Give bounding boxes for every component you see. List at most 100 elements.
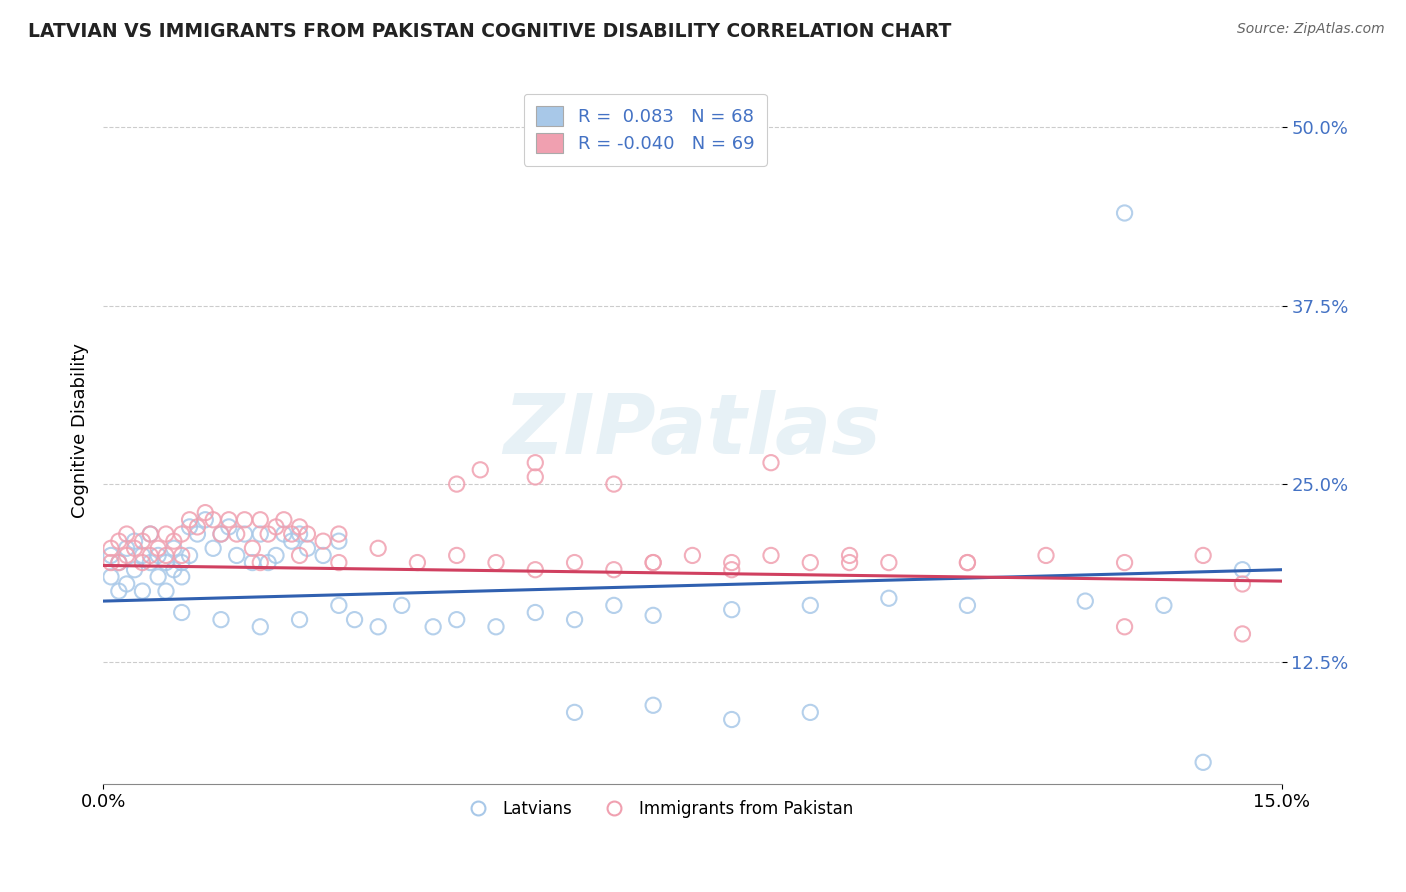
Point [218, 513, 240, 527]
Point [1114, 206, 1136, 220]
Point [273, 513, 295, 527]
Point [225, 527, 247, 541]
Point [720, 713, 742, 727]
Point [1153, 599, 1175, 613]
Point [170, 527, 193, 541]
Point [273, 527, 295, 541]
Point [446, 613, 468, 627]
Point [406, 556, 429, 570]
Point [524, 563, 547, 577]
Point [485, 556, 508, 570]
Point [115, 541, 138, 556]
Point [186, 520, 208, 534]
Point [470, 463, 492, 477]
Point [202, 513, 225, 527]
Point [1388, 292, 1406, 306]
Point [288, 549, 311, 563]
Point [163, 534, 186, 549]
Point [170, 549, 193, 563]
Point [155, 527, 177, 541]
Point [209, 613, 232, 627]
Point [186, 527, 208, 541]
Point [1232, 563, 1254, 577]
Point [564, 706, 586, 720]
Point [343, 613, 366, 627]
Point [297, 541, 319, 556]
Point [720, 563, 742, 577]
Point [759, 549, 782, 563]
Point [249, 556, 271, 570]
Point [242, 556, 264, 570]
Point [233, 513, 256, 527]
Point [643, 608, 665, 623]
Point [124, 534, 146, 549]
Point [115, 527, 138, 541]
Point [720, 602, 742, 616]
Y-axis label: Cognitive Disability: Cognitive Disability [72, 343, 89, 518]
Point [163, 541, 186, 556]
Point [956, 599, 979, 613]
Point [838, 556, 860, 570]
Point [100, 570, 122, 584]
Point [209, 527, 232, 541]
Point [194, 506, 217, 520]
Point [288, 520, 311, 534]
Point [603, 477, 626, 491]
Point [1035, 549, 1057, 563]
Point [108, 534, 131, 549]
Point [877, 591, 900, 606]
Point [100, 556, 122, 570]
Point [146, 570, 169, 584]
Point [146, 541, 169, 556]
Point [643, 556, 665, 570]
Point [956, 556, 979, 570]
Point [446, 549, 468, 563]
Point [155, 584, 177, 599]
Point [564, 556, 586, 570]
Point [163, 563, 186, 577]
Point [179, 513, 201, 527]
Point [564, 613, 586, 627]
Point [100, 549, 122, 563]
Point [280, 534, 302, 549]
Point [288, 613, 311, 627]
Point [139, 556, 162, 570]
Point [603, 599, 626, 613]
Point [139, 527, 162, 541]
Point [367, 620, 389, 634]
Point [1192, 549, 1215, 563]
Point [139, 527, 162, 541]
Text: ZIPatlas: ZIPatlas [503, 390, 882, 471]
Point [202, 541, 225, 556]
Point [170, 556, 193, 570]
Point [139, 549, 162, 563]
Point [131, 549, 153, 563]
Point [603, 563, 626, 577]
Point [328, 527, 350, 541]
Point [131, 584, 153, 599]
Point [155, 556, 177, 570]
Point [108, 556, 131, 570]
Point [681, 549, 703, 563]
Point [179, 549, 201, 563]
Point [179, 520, 201, 534]
Point [956, 556, 979, 570]
Point [367, 541, 389, 556]
Point [249, 527, 271, 541]
Point [838, 549, 860, 563]
Point [257, 556, 280, 570]
Point [799, 706, 821, 720]
Point [524, 456, 547, 470]
Point [328, 599, 350, 613]
Point [170, 570, 193, 584]
Point [280, 527, 302, 541]
Point [242, 541, 264, 556]
Point [446, 477, 468, 491]
Point [799, 599, 821, 613]
Point [100, 541, 122, 556]
Point [524, 606, 547, 620]
Point [1114, 620, 1136, 634]
Point [391, 599, 413, 613]
Point [225, 549, 247, 563]
Point [209, 527, 232, 541]
